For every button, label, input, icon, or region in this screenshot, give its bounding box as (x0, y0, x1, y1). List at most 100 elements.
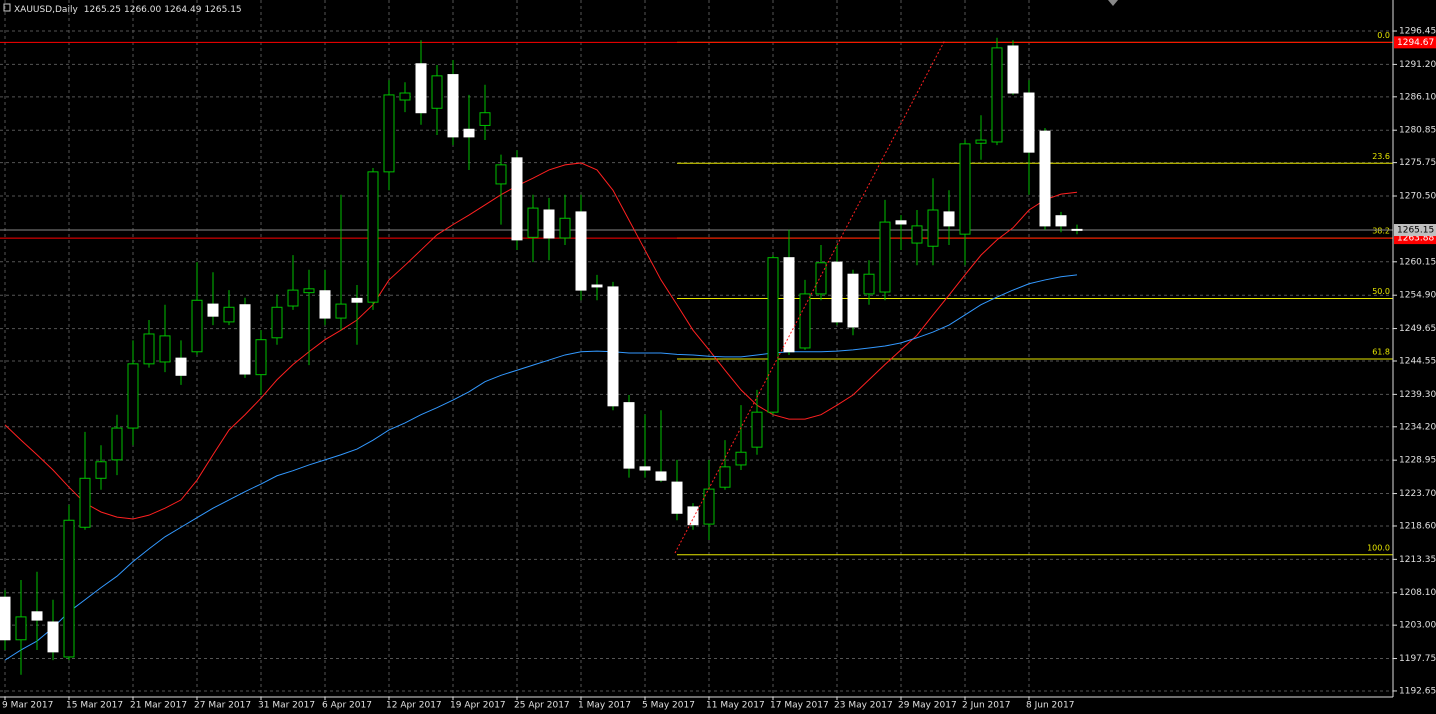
x-tick-label: 19 Apr 2017 (450, 701, 506, 711)
candle-body (815, 262, 827, 295)
candle-body (255, 339, 267, 376)
y-tick-label: 1197.75 (1399, 654, 1436, 664)
fibo-label: 100.0 (1367, 543, 1390, 552)
candle-body (927, 209, 939, 247)
candle-body (703, 488, 715, 525)
candle-body (879, 221, 891, 293)
candle-body (1007, 45, 1019, 94)
candle-body (687, 506, 699, 526)
candle-body (639, 466, 651, 471)
y-tick-label: 1260.15 (1399, 257, 1436, 267)
candle-body (591, 284, 603, 288)
candle-body (351, 297, 363, 303)
x-tick-label: 12 Apr 2017 (386, 701, 442, 711)
candle-body (239, 304, 251, 375)
y-tick-label: 1291.20 (1399, 60, 1436, 70)
y-tick-label: 1192.65 (1399, 686, 1436, 696)
fibo-trendline (674, 39, 946, 554)
y-tick-label: 1275.75 (1399, 158, 1436, 168)
candle-body (447, 74, 459, 138)
moving-average (4, 162, 1078, 520)
x-tick-label: 29 May 2017 (898, 701, 957, 711)
fibo-label: 50.0 (1372, 287, 1390, 296)
candle-body (95, 461, 107, 479)
fibo-label: 0.0 (1377, 31, 1390, 40)
candle-body (783, 257, 795, 353)
candle-body (223, 306, 235, 323)
price-label: 1294.67 (1397, 38, 1434, 48)
candle-body (271, 306, 283, 339)
fibo-label: 38.2 (1372, 227, 1390, 236)
symbol: XAUUSD,Daily (14, 5, 78, 15)
candle-body (415, 63, 427, 114)
grid (0, 0, 1393, 697)
candle-body (143, 333, 155, 365)
candle-body (63, 519, 75, 658)
candle-body (319, 290, 331, 319)
candle-body (463, 128, 475, 138)
y-tick-label: 1254.90 (1399, 291, 1436, 301)
x-tick-label: 6 Apr 2017 (322, 701, 372, 711)
candle-body (543, 209, 555, 239)
y-tick-label: 1208.10 (1399, 588, 1436, 598)
candle-body (895, 220, 907, 225)
candle-body (79, 477, 91, 528)
y-tick-label: 1239.30 (1399, 390, 1436, 400)
x-tick-label: 8 Jun 2017 (1026, 701, 1074, 711)
x-tick-label: 31 Mar 2017 (258, 701, 315, 711)
candle-body (175, 357, 187, 376)
bid-label: 1265.15 (1397, 226, 1434, 236)
y-tick-label: 1223.70 (1399, 489, 1436, 499)
candle-body (767, 257, 779, 413)
y-tick-label: 1234.20 (1399, 422, 1436, 432)
candle-body (719, 466, 731, 488)
ohlc-close: 1265.15 (204, 5, 241, 15)
y-tick-label: 1249.65 (1399, 324, 1436, 334)
y-tick-label: 1203.00 (1399, 621, 1436, 631)
x-tick-label: 1 May 2017 (578, 701, 631, 711)
candle-body (31, 611, 43, 621)
ohlc-open: 1265.25 (84, 5, 121, 15)
x-tick-label: 2 Jun 2017 (962, 701, 1010, 711)
candle-body (207, 303, 219, 317)
x-tick-label: 15 Mar 2017 (66, 701, 123, 711)
candle-body (1039, 130, 1051, 227)
fibo-label: 61.8 (1372, 348, 1390, 357)
ohlc-low: 1264.49 (164, 5, 201, 15)
candle-body (1071, 228, 1083, 231)
axis-labels: 1296.45 1291.20 1286.10 1280.85 1275.75 1270.… (2, 27, 1436, 711)
candle-body (127, 363, 139, 429)
candle-body (671, 481, 683, 514)
candle-body (735, 451, 747, 466)
candle-body (751, 411, 763, 448)
moving-average (4, 274, 1078, 661)
candle-body (607, 286, 619, 407)
candle-body (655, 471, 667, 481)
scroll-marker (1108, 0, 1118, 6)
candle-body (383, 94, 395, 173)
header: XAUUSD,Daily 1265.25 1266.00 1264.49 1265.15 (14, 5, 242, 15)
price-box (1394, 36, 1436, 49)
bid-box (1394, 224, 1436, 237)
candle-body (111, 427, 123, 461)
candle-body (847, 273, 859, 328)
candle-body (287, 289, 299, 307)
candle-body (1023, 92, 1035, 153)
x-tick-label: 21 Mar 2017 (130, 701, 187, 711)
candle-body (495, 164, 507, 185)
x-tick-label: 27 Mar 2017 (194, 701, 251, 711)
y-tick-label: 1280.85 (1399, 126, 1436, 136)
candle-body (15, 616, 27, 641)
y-tick-label: 1244.55 (1399, 356, 1436, 366)
x-tick-label: 23 May 2017 (834, 701, 893, 711)
y-tick-label: 1218.60 (1399, 521, 1436, 531)
fibo-label: 23.6 (1372, 152, 1390, 161)
x-tick-label: 9 Mar 2017 (2, 701, 53, 711)
candle-body (399, 92, 411, 101)
x-tick-label: 25 Apr 2017 (514, 701, 570, 711)
candle-body (335, 303, 347, 319)
x-tick-label: 5 May 2017 (642, 701, 695, 711)
candle-body (47, 621, 59, 653)
candle-body (303, 288, 315, 294)
candle-body (559, 217, 571, 239)
